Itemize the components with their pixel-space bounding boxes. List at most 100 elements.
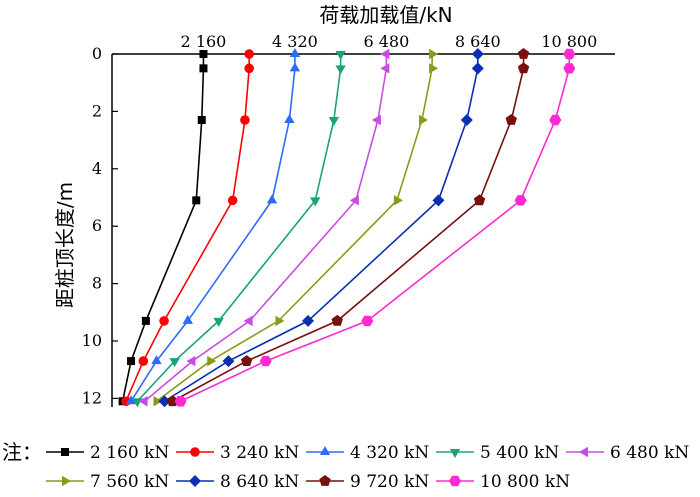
legend-marker [449, 475, 461, 487]
legend-label: 8 640 kN [220, 472, 299, 492]
data-point [349, 195, 359, 206]
series-line [121, 54, 205, 402]
legend-prefix: 注： [2, 440, 42, 464]
data-point [460, 114, 473, 127]
data-point [517, 48, 530, 59]
y-tick-label: 10 [82, 331, 102, 350]
x-tick-label: 10 800 [541, 32, 597, 51]
legend-item: 7 560 kN [46, 472, 169, 492]
data-point [393, 195, 403, 206]
data-point [563, 48, 576, 60]
data-point [335, 65, 346, 75]
data-point [138, 356, 149, 366]
legend-item: 8 640 kN [176, 472, 299, 492]
data-point [151, 355, 162, 365]
data-point [182, 314, 193, 324]
legend-label: 3 240 kN [220, 443, 299, 463]
series-9 [174, 48, 576, 407]
legend-marker [61, 448, 69, 456]
data-point [199, 64, 208, 73]
legend-label: 10 800 kN [480, 472, 570, 492]
series-line [164, 54, 479, 402]
y-tick-label: 12 [82, 388, 102, 407]
x-tick-label: 8 640 [455, 32, 501, 51]
data-point [429, 63, 439, 74]
data-point [331, 314, 343, 326]
y-tick-label: 2 [92, 101, 102, 120]
data-point [213, 317, 224, 327]
series-5 [138, 48, 390, 407]
data-point [471, 48, 484, 60]
legend-marker [189, 475, 201, 487]
legend-marker [62, 475, 71, 487]
y-tick-label: 6 [92, 216, 102, 235]
x-tick-label: 4 320 [272, 32, 318, 51]
data-point [380, 48, 390, 60]
data-point [310, 197, 321, 207]
series-line [130, 54, 296, 402]
data-point [284, 114, 295, 124]
plot-area: 2 160 4 320 6 480 8 640 10 800 0 2 4 6 8 10 12 [82, 32, 615, 407]
data-point [335, 51, 346, 60]
x-tick-label: 6 480 [363, 32, 409, 51]
legend-marker [319, 475, 331, 486]
data-point [166, 395, 179, 407]
legend-marker [449, 449, 461, 458]
series-6 [153, 48, 439, 407]
data-point [302, 314, 315, 327]
data-point [227, 195, 238, 206]
y-tick-label: 4 [92, 159, 102, 178]
data-point [240, 355, 253, 366]
data-point [207, 355, 217, 367]
data-point [289, 62, 301, 72]
data-point [259, 355, 272, 367]
data-point [169, 358, 180, 368]
data-point [361, 315, 374, 327]
legend: 注： 2 160 kN 3 240 kN 4 320 kN 5 400 kN 6 480 … [2, 440, 689, 492]
y-axis-title: 距桩顶长度/m [53, 182, 77, 308]
series-2 [121, 49, 254, 407]
legend-label: 9 720 kN [350, 472, 429, 492]
data-point [125, 395, 137, 405]
legend-item: 6 480 kN [566, 443, 689, 463]
series-4 [132, 51, 346, 408]
series-line [136, 54, 342, 402]
data-point [197, 116, 206, 125]
legend-label: 5 400 kN [480, 443, 559, 463]
data-point [289, 48, 301, 57]
legend-item: 4 320 kN [306, 443, 429, 463]
data-point [505, 114, 517, 125]
legend-item: 10 800 kN [436, 472, 570, 492]
legend-item: 5 400 kN [436, 443, 559, 463]
data-point [473, 194, 486, 206]
legend-label: 2 160 kN [90, 443, 169, 463]
legend-label: 4 320 kN [350, 443, 429, 463]
legend-marker [579, 446, 588, 458]
legend-label: 7 560 kN [90, 472, 169, 492]
data-point [199, 50, 208, 58]
series-line [144, 54, 388, 402]
data-point [514, 195, 527, 206]
data-point [244, 49, 254, 59]
data-point [517, 62, 530, 74]
data-point [432, 194, 445, 207]
series-8 [166, 48, 530, 407]
y-tick-label: 0 [92, 44, 102, 63]
x-tick-label: 2 160 [181, 32, 227, 51]
data-point [186, 355, 196, 367]
data-point [138, 396, 148, 407]
data-point [240, 115, 250, 125]
series-3 [125, 48, 301, 405]
legend-item: 3 240 kN [176, 443, 299, 463]
data-point [471, 62, 484, 75]
data-point [174, 396, 187, 407]
data-point [563, 63, 576, 74]
data-point [418, 114, 428, 126]
series-7 [158, 48, 484, 408]
data-point [371, 114, 381, 126]
data-point [243, 315, 253, 327]
series-line [172, 54, 525, 402]
legend-marker [319, 446, 331, 455]
data-point [127, 357, 136, 366]
